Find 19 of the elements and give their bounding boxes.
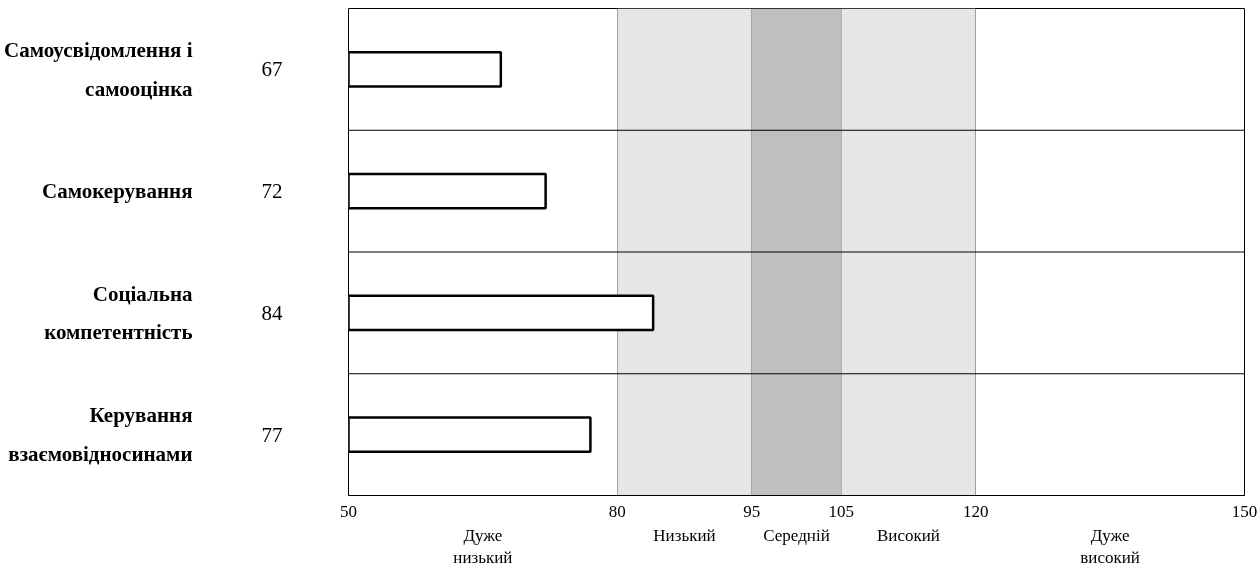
data-label: 67: [261, 57, 283, 82]
x-tick-label: 50: [340, 501, 357, 521]
x-tick-label: 80: [608, 501, 626, 521]
data-label: 72: [261, 179, 283, 204]
band-label: Середній: [763, 525, 830, 545]
x-tick-label: 105: [828, 501, 855, 521]
x-tick-label: 120: [962, 501, 989, 521]
text: Дуже високий: [1080, 525, 1140, 568]
y-tick-label: Самоусвідомлення і самооцінка: [3, 38, 193, 101]
y-tick-label: Керування взаємовідносинами: [8, 403, 193, 466]
y-tick-label: Соціальна компетентність: [44, 281, 193, 345]
x-tick-label: 150: [1231, 501, 1258, 521]
data-label: 77: [261, 422, 283, 447]
band-label: Високий: [877, 525, 940, 545]
x-tick-label: 95: [743, 501, 761, 521]
band-label: Низький: [653, 525, 716, 545]
data-label: 84: [261, 300, 283, 325]
y-tick-label: Самокерування: [42, 179, 193, 204]
text: Дуже низький: [453, 525, 513, 568]
